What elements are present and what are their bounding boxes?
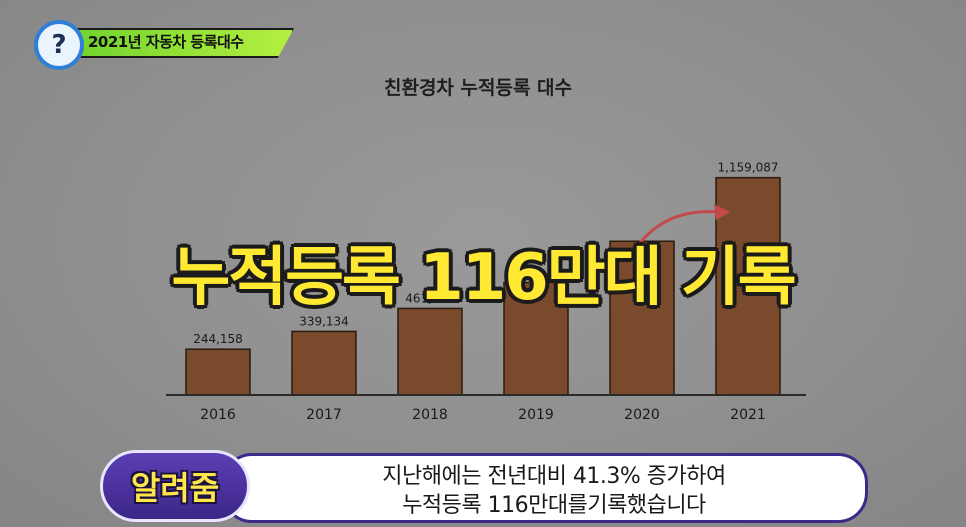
bar-2020 xyxy=(609,240,675,396)
x-tick-2016: 2016 xyxy=(200,407,236,423)
speaker-tag: 알려줌 xyxy=(100,450,250,522)
topic-label: 2021년 자동차 등록대수 xyxy=(88,33,244,51)
value-label-2017: 339,134 xyxy=(299,314,349,328)
speaker-label: 알려줌 xyxy=(130,469,220,507)
bar-2017 xyxy=(291,330,357,396)
x-tick-2020: 2020 xyxy=(624,407,660,423)
value-label-2021: 1,159,087 xyxy=(717,161,778,175)
subtitle-box xyxy=(222,453,868,523)
x-tick-2017: 2017 xyxy=(306,407,342,423)
x-tick-2019: 2019 xyxy=(518,407,554,423)
bar-2019 xyxy=(503,281,569,396)
subtitle-line-2: 누적등록 116만대를기록했습니다 xyxy=(402,493,706,518)
topic-banner xyxy=(62,28,294,58)
chart-title: 친환경차 누적등록 대수 xyxy=(384,77,572,99)
bar-2018 xyxy=(397,307,463,396)
growth-arrow-head xyxy=(714,204,730,220)
question-icon: ? xyxy=(34,20,84,70)
x-tick-2018: 2018 xyxy=(412,407,448,423)
bar-2021 xyxy=(715,176,781,396)
value-label-2018: 461,733 xyxy=(405,291,455,305)
x-tick-2021: 2021 xyxy=(730,407,766,423)
growth-arrow xyxy=(634,210,719,249)
bar-2016 xyxy=(185,348,251,396)
subtitle-line-1: 지난해에는 전년대비 41.3% 증가하여 xyxy=(382,464,726,489)
overlay-caption: 누적등록 116만대 기록 xyxy=(171,241,796,315)
value-label-2016: 244,158 xyxy=(193,332,243,346)
